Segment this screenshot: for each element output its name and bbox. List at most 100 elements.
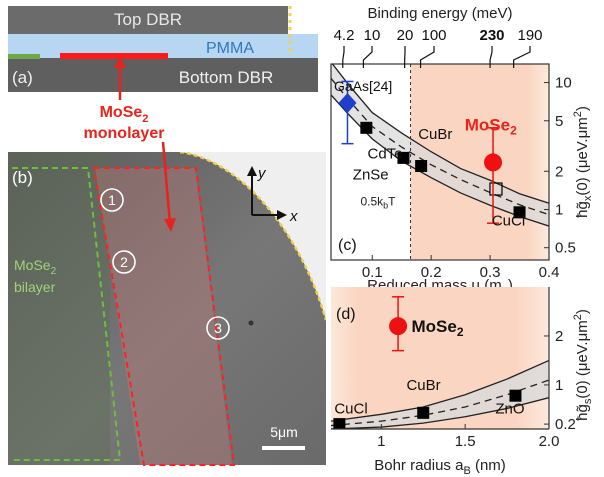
mose2-strip bbox=[60, 53, 168, 59]
svg-text:1: 1 bbox=[108, 192, 116, 208]
data-point-d-mose2 bbox=[389, 317, 408, 336]
label-gaas: GaAs[24] bbox=[334, 78, 392, 94]
monolayer-annotation: monolayer bbox=[84, 125, 165, 142]
xtick-label-d-2: 2.0 bbox=[539, 433, 560, 450]
top-dbr-layer bbox=[8, 6, 288, 34]
bottom-dbr-layer bbox=[8, 58, 318, 92]
data-point-mose2 bbox=[484, 153, 503, 172]
bilayer-outline bbox=[12, 167, 122, 461]
binding-energy-ticks: 4.2 10 20 100 230 190 bbox=[334, 27, 543, 68]
band-lower-c bbox=[331, 94, 549, 227]
binding-tick-label-5: 190 bbox=[517, 27, 542, 44]
panel-c-label: (c) bbox=[338, 237, 357, 254]
data-point-mose2-open bbox=[489, 182, 503, 196]
panel-b-label: (b) bbox=[12, 168, 33, 187]
monolayer-tint bbox=[95, 168, 232, 465]
binding-tick-label-1: 10 bbox=[364, 27, 381, 44]
svg-text:2: 2 bbox=[120, 254, 128, 270]
confidence-band-c bbox=[331, 64, 549, 227]
panel-c-chart: CdTe ZnSe CuBr CuCl GaAs[24] MoSe2 0.5kbT 0.1 0… bbox=[330, 5, 594, 297]
mose2-pointer-head bbox=[164, 218, 176, 232]
label-cdte: CdTe bbox=[368, 145, 403, 162]
region-2-marker: 2 bbox=[112, 250, 136, 274]
panel-b: (b) MoSe2 bilayer 1 2 3 y x 5μm bbox=[8, 141, 326, 466]
region-3-marker: 3 bbox=[206, 316, 230, 340]
panel-d-label: (d) bbox=[336, 306, 356, 323]
confidence-band-d bbox=[331, 360, 549, 429]
plot-d-content: CuCl CuBr ZnO MoSe2 bbox=[331, 296, 549, 429]
data-point-d-cucl bbox=[333, 418, 346, 429]
ytick-label-d-0: 0.2 bbox=[555, 416, 576, 433]
band-lower-d bbox=[331, 397, 549, 429]
bottom-dbr-label: Bottom DBR bbox=[179, 68, 273, 87]
region-1-marker: 1 bbox=[100, 188, 124, 212]
label-cucl-d: CuCl bbox=[334, 400, 367, 417]
panel-c-ylabel: ħg̃x(0) (μeV.μm2) bbox=[572, 106, 594, 218]
x-axis-label: x bbox=[289, 208, 298, 225]
binding-tick-label-3: 100 bbox=[421, 27, 446, 44]
plot-c-content: CdTe ZnSe CuBr CuCl GaAs[24] MoSe2 0.5kbT bbox=[331, 64, 549, 260]
plot-c-frame bbox=[330, 63, 550, 261]
plot-c-axes: 0.1 0.2 0.3 0.4 0.5 1 2 5 10 bbox=[362, 75, 576, 281]
ytick-label-d-1: 1 bbox=[555, 377, 563, 394]
binding-tick-label-4: 230 bbox=[479, 27, 504, 44]
bilayer-label: MoSe2 bbox=[14, 257, 57, 277]
xtick-label-c-3: 0.4 bbox=[539, 264, 560, 281]
data-point-cubr bbox=[415, 160, 428, 173]
xtick-label-c-0: 0.1 bbox=[362, 264, 383, 281]
ytick-label-c-3: 5 bbox=[555, 113, 563, 130]
label-zno-d: ZnO bbox=[495, 400, 524, 417]
ytick-label-c-0: 0.5 bbox=[555, 240, 576, 257]
monolayer-outline bbox=[92, 167, 236, 466]
binding-tick-connector-0 bbox=[342, 46, 345, 68]
bilayer-strip bbox=[8, 54, 40, 59]
label-mose2-d: MoSe2 bbox=[411, 317, 463, 339]
dashed-fit-c bbox=[331, 77, 549, 216]
svg-text:3: 3 bbox=[214, 320, 222, 336]
plot-d-axes: 1 1.5 2.00.2 1 2 bbox=[377, 328, 576, 450]
mose2-annotation: MoSe2 bbox=[100, 104, 149, 125]
band-upper-c bbox=[331, 64, 549, 204]
ytick-label-c-1: 1 bbox=[555, 201, 563, 218]
ytick-label-d-2: 2 bbox=[555, 328, 563, 345]
binding-tick-label-0: 4.2 bbox=[334, 27, 355, 44]
xtick-label-d-1: 1.5 bbox=[455, 433, 476, 450]
binding-tick-connector-4 bbox=[489, 46, 493, 68]
xtick-label-c-2: 0.3 bbox=[480, 264, 501, 281]
xtick-label-d-0: 1 bbox=[377, 433, 385, 450]
xtick-label-c-1: 0.2 bbox=[421, 264, 442, 281]
binding-tick-label-2: 20 bbox=[397, 27, 414, 44]
flake-edge bbox=[179, 152, 326, 321]
data-point-d-zno bbox=[509, 389, 522, 402]
top-dbr-label: Top DBR bbox=[114, 10, 182, 29]
label-cubr: CuBr bbox=[418, 126, 452, 143]
bilayer-tint bbox=[8, 152, 110, 465]
panel-d-xlabel: Bohr radius aB (nm) bbox=[374, 457, 506, 477]
data-point-gaas-24- bbox=[338, 93, 357, 114]
binding-energy-title: Binding energy (meV) bbox=[367, 5, 512, 22]
particle-dot bbox=[248, 320, 254, 326]
scale-bar-label: 5μm bbox=[270, 424, 298, 440]
label-cucl: CuCl bbox=[492, 212, 525, 229]
data-point-cdte bbox=[360, 121, 373, 134]
y-axis-label: y bbox=[257, 165, 267, 182]
label-cubr-d: CuBr bbox=[406, 377, 440, 394]
bilayer-label-2: bilayer bbox=[14, 279, 56, 295]
label-mose2-c: MoSe2 bbox=[465, 115, 517, 137]
micrograph-flake bbox=[8, 152, 326, 465]
data-point-cucl bbox=[513, 206, 526, 219]
panel-d-ylabel: ħg̃s(0) (μeV.μm2) bbox=[572, 309, 594, 421]
binding-tick-connector-1 bbox=[362, 46, 373, 68]
label-znse: ZnSe bbox=[353, 166, 389, 183]
threshold-label: 0.5kbT bbox=[360, 194, 396, 210]
mose2-arrowhead bbox=[114, 57, 126, 68]
panel-a: Top DBR PMMA (a) Bottom DBR MoSe2 monola… bbox=[8, 6, 318, 142]
ytick-label-c-2: 2 bbox=[555, 163, 563, 180]
data-point-d-cubr bbox=[417, 406, 430, 419]
mose2-pointer bbox=[161, 141, 172, 225]
band-upper-d bbox=[331, 359, 549, 422]
panel-a-label: (a) bbox=[12, 68, 33, 87]
binding-tick-connector-5 bbox=[513, 46, 531, 68]
